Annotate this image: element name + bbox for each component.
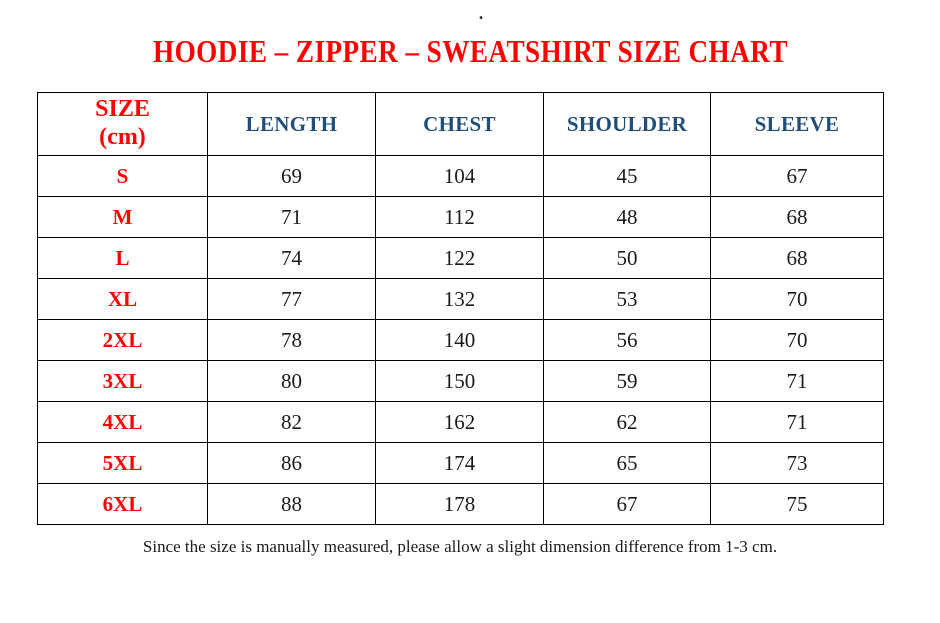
page-title-text: HOODIE – ZIPPER – SWEATSHIRT SIZE CHART (152, 33, 788, 69)
table-row-m: M 71 112 48 68 (37, 196, 884, 238)
chest-value: 174 (375, 442, 544, 484)
header-sleeve: SLEEVE (710, 92, 884, 156)
length-value: 69 (207, 155, 376, 197)
header-size-column: SIZE (cm) (37, 92, 208, 156)
table-row-s: S 69 104 45 67 (37, 155, 884, 197)
shoulder-value: 50 (543, 237, 711, 279)
length-value: 74 (207, 237, 376, 279)
chest-value: 112 (375, 196, 544, 238)
chest-value: 162 (375, 401, 544, 443)
header-size-line1: SIZE (95, 96, 150, 123)
sleeve-value: 75 (710, 483, 884, 525)
chest-value: 104 (375, 155, 544, 197)
shoulder-value: 67 (543, 483, 711, 525)
shoulder-value: 48 (543, 196, 711, 238)
length-value: 80 (207, 360, 376, 402)
shoulder-value: 53 (543, 278, 711, 320)
header-length: LENGTH (207, 92, 376, 156)
table-body: S 69 104 45 67 M 71 112 48 68 L 74 122 5… (37, 155, 884, 525)
chest-value: 140 (375, 319, 544, 361)
header-size-line2: (cm) (99, 124, 146, 150)
sleeve-value: 68 (710, 196, 884, 238)
chest-value: 132 (375, 278, 544, 320)
header-shoulder: SHOULDER (543, 92, 711, 156)
table-row-l: L 74 122 50 68 (37, 237, 884, 279)
shoulder-value: 62 (543, 401, 711, 443)
chest-value: 178 (375, 483, 544, 525)
sleeve-value: 71 (710, 360, 884, 402)
table-row-2xl: 2XL 78 140 56 70 (37, 319, 884, 361)
table-row-3xl: 3XL 80 150 59 71 (37, 360, 884, 402)
size-label: L (37, 237, 208, 279)
size-label: XL (37, 278, 208, 320)
sleeve-value: 73 (710, 442, 884, 484)
length-value: 82 (207, 401, 376, 443)
sleeve-value: 71 (710, 401, 884, 443)
table-row-6xl: 6XL 88 178 67 75 (37, 483, 884, 525)
shoulder-value: 59 (543, 360, 711, 402)
size-label: S (37, 155, 208, 197)
size-chart-table: SIZE (cm) LENGTH CHEST SHOULDER SLEEVE S … (37, 92, 884, 525)
size-label: M (37, 196, 208, 238)
chest-value: 150 (375, 360, 544, 402)
length-value: 86 (207, 442, 376, 484)
table-header: SIZE (cm) LENGTH CHEST SHOULDER SLEEVE (37, 92, 884, 156)
table-row-4xl: 4XL 82 162 62 71 (37, 401, 884, 443)
sleeve-value: 67 (710, 155, 884, 197)
length-value: 88 (207, 483, 376, 525)
page-title: HOODIE – ZIPPER – SWEATSHIRT SIZE CHART (0, 33, 940, 70)
shoulder-value: 45 (543, 155, 711, 197)
header-chest: CHEST (375, 92, 544, 156)
size-label: 3XL (37, 360, 208, 402)
sleeve-value: 68 (710, 237, 884, 279)
size-label: 5XL (37, 442, 208, 484)
footer-note: Since the size is manually measured, ple… (142, 537, 778, 556)
header-row: SIZE (cm) LENGTH CHEST SHOULDER SLEEVE (37, 92, 884, 156)
length-value: 78 (207, 319, 376, 361)
size-label: 4XL (37, 401, 208, 443)
table-row-5xl: 5XL 86 174 65 73 (37, 442, 884, 484)
size-label: 2XL (37, 319, 208, 361)
chest-value: 122 (375, 237, 544, 279)
table-row-xl: XL 77 132 53 70 (37, 278, 884, 320)
length-value: 71 (207, 196, 376, 238)
sleeve-value: 70 (710, 278, 884, 320)
length-value: 77 (207, 278, 376, 320)
size-label: 6XL (37, 483, 208, 525)
shoulder-value: 56 (543, 319, 711, 361)
sleeve-value: 70 (710, 319, 884, 361)
shoulder-value: 65 (543, 442, 711, 484)
